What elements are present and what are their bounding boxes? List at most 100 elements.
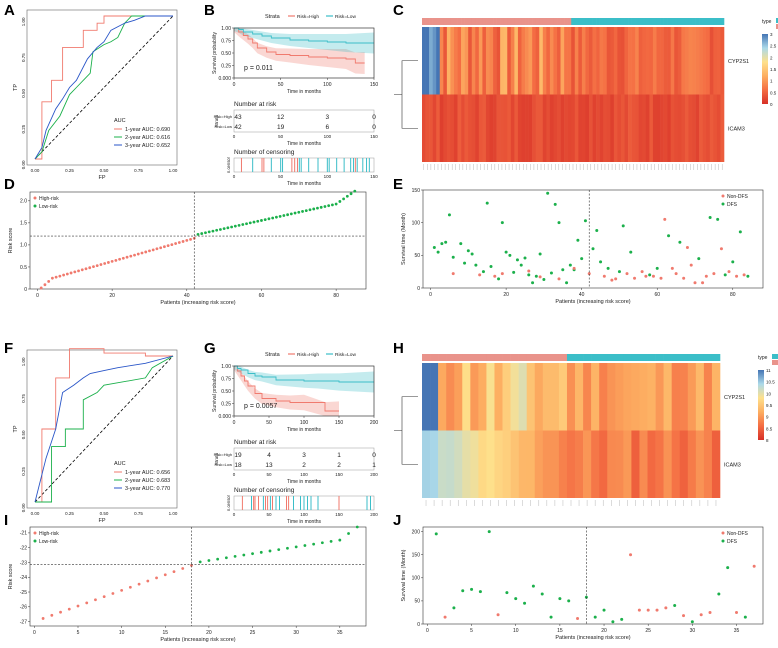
type-annotation-cell: [592, 18, 597, 25]
type-annotation-cell: [503, 18, 508, 25]
heatmap-cell: [581, 27, 586, 95]
point-high-risk: [177, 241, 181, 244]
heatmap-cell: [532, 27, 536, 95]
type-annotation-cell: [454, 354, 463, 361]
survival-xlabel: Time in months: [287, 427, 321, 433]
heatmap-cell: [596, 94, 600, 162]
point-low-risk: [345, 194, 349, 198]
type-annotation-cell: [453, 18, 458, 25]
type-annotation-cell: [674, 18, 679, 25]
type-legend-high-swatch: [776, 18, 778, 23]
type-annotation-cell: [550, 354, 560, 361]
type-annotation-cell: [596, 18, 600, 25]
risk-table-cell: 1: [372, 462, 376, 469]
heatmap-cell: [482, 27, 487, 95]
point-low-risk: [301, 210, 304, 213]
heatmap-cell: [620, 94, 625, 162]
heatmap-cell: [639, 363, 648, 431]
heatmap-cell: [610, 94, 615, 162]
heatmap-cell: [681, 94, 686, 162]
point-high-risk: [137, 582, 141, 586]
heatmap-cell: [507, 94, 512, 162]
point-low-risk: [275, 215, 278, 219]
survival-time-ylabel: Survival time (Month): [401, 213, 407, 265]
risk-table-cell: 4: [267, 452, 271, 459]
roc-legend-title: AUC: [114, 118, 126, 124]
type-annotation-cell: [631, 354, 640, 361]
heatmap-cell: [422, 94, 426, 162]
heatmap-cell: [494, 363, 503, 431]
heatmap-cell: [557, 94, 561, 162]
censor-xtick: 0: [233, 174, 236, 179]
roc-chart-A: 0.00 0.25 0.50 0.75 1.00 0.00 0.25 0.50 0.75 1.00…: [13, 9, 178, 181]
legend-low-risk-dot: [33, 539, 37, 543]
type-annotation-cell: [438, 354, 447, 361]
heatmap-cell: [436, 27, 441, 95]
heatmap-cell: [709, 27, 714, 95]
type-annotation-cell: [610, 18, 615, 25]
type-annotation-cell: [482, 18, 487, 25]
risk-table-cell: 2: [337, 462, 341, 469]
point-dfs: [461, 589, 465, 593]
heatmap-cell: [631, 94, 636, 162]
legend-dfs: DFS: [727, 539, 738, 545]
type-annotation-cell: [450, 18, 455, 25]
heatmap-cell: [613, 94, 618, 162]
type-annotation-cell: [528, 18, 533, 25]
heatmap-cell: [446, 363, 455, 431]
roc-chart-F: 0.00 0.25 0.50 0.75 1.00 0.00 0.25 0.50 0.75 1.00…: [13, 348, 178, 524]
heatmap-cell: [575, 363, 584, 431]
heatmap-cell: [631, 363, 640, 431]
heatmap-cell: [592, 94, 597, 162]
roc-xlabel: FP: [98, 175, 105, 181]
heatmap-cell: [546, 27, 551, 95]
risk-table-xtick: 50: [266, 472, 272, 477]
risk-table-cell: 42: [234, 124, 242, 131]
row-dendrogram: [394, 60, 418, 129]
point-high-risk: [136, 252, 140, 256]
heatmap-cell: [652, 27, 657, 95]
legend-low-risk: Low-risk: [39, 539, 58, 545]
point-dfs: [611, 620, 615, 624]
type-annotation-cell: [502, 354, 511, 361]
heatmap-cell: [583, 363, 592, 431]
censor-xtick: 50: [266, 512, 272, 517]
point-dfs: [549, 271, 553, 275]
heatmap-cell: [485, 94, 490, 162]
heatmap-cell: [430, 430, 439, 498]
point-non-dfs: [663, 217, 667, 221]
point-low-risk: [252, 220, 256, 224]
heatmap-cell: [471, 27, 476, 95]
point-non-dfs: [752, 564, 756, 568]
type-annotation-cell: [560, 18, 565, 25]
point-high-risk: [51, 276, 54, 280]
heatmap-cell: [521, 27, 526, 95]
heatmap-cell: [539, 27, 544, 95]
point-dfs: [743, 615, 747, 619]
risk-table-title: Number at risk: [234, 439, 277, 446]
point-low-risk: [312, 542, 316, 546]
point-low-risk: [251, 552, 254, 556]
heatmap-cell: [607, 363, 616, 431]
censor-ylabel: n.censor: [226, 156, 231, 173]
heatmap-cell: [549, 27, 554, 95]
point-low-risk: [233, 554, 237, 558]
point-dfs: [678, 240, 682, 244]
heatmap-cell: [422, 363, 431, 431]
heatmap-cell: [631, 27, 636, 95]
type-annotation-cell: [439, 18, 444, 25]
heatmap-cell: [549, 94, 554, 162]
type-annotation-cell: [620, 18, 625, 25]
heatmap-cell: [450, 94, 455, 162]
point-high-risk: [95, 264, 99, 267]
type-annotation-cell: [510, 18, 515, 25]
risk-score-ytick-label: 0.5: [20, 265, 27, 271]
point-low-risk: [282, 214, 286, 217]
heatmap-cell: [464, 94, 469, 162]
heatmap-cell: [478, 27, 483, 95]
type-annotation-cell: [647, 354, 656, 361]
point-high-risk: [92, 265, 95, 269]
heatmap-cell: [599, 363, 608, 431]
roc-frame: [26, 9, 178, 166]
